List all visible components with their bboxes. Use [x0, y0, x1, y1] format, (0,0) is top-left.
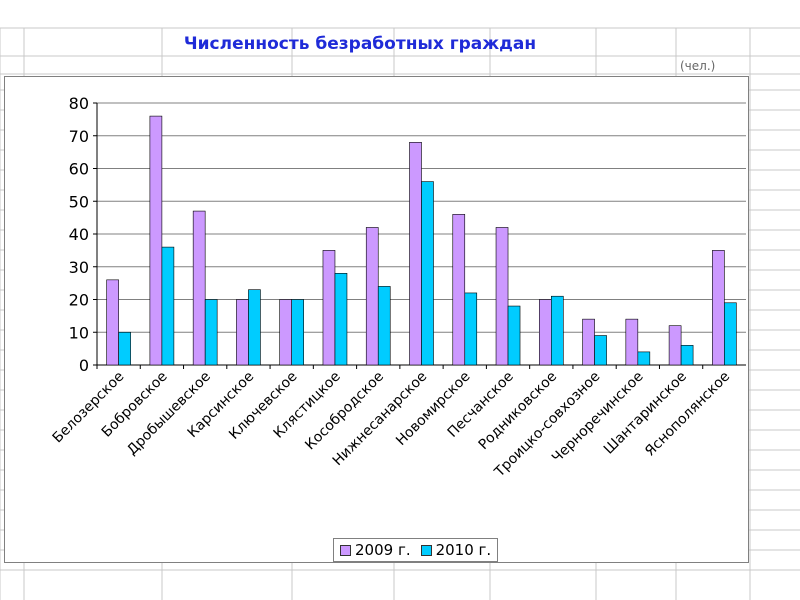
bar-2009	[409, 142, 422, 366]
bar-2010	[334, 273, 348, 366]
bar-2009	[538, 299, 552, 366]
bar-2009	[322, 250, 336, 366]
y-tick-label: 70	[69, 127, 89, 146]
bar-2010	[204, 299, 218, 366]
y-tick-label: 10	[69, 323, 89, 342]
y-tick-label: 50	[69, 192, 89, 211]
x-tick-label: Родниковское	[476, 369, 561, 454]
bar-2009	[236, 299, 249, 366]
bar-2010	[421, 181, 434, 366]
bar-2010	[118, 331, 131, 366]
bar-2010	[680, 345, 694, 366]
chart-area[interactable]: 0 10 20 30 40 50 60 70 80 Белозерское Бобровское Др…	[4, 76, 749, 563]
bar-2010	[637, 351, 651, 366]
bar-2010	[724, 302, 737, 366]
y-tick-label: 20	[69, 291, 89, 310]
unit-label: (чел.)	[680, 59, 716, 73]
y-tick-label: 40	[69, 225, 89, 244]
bar-2009	[625, 318, 639, 366]
legend-label-2010: 2010 г.	[435, 541, 492, 559]
bar-2009	[495, 227, 509, 366]
legend-label-2009: 2009 г.	[355, 541, 411, 559]
chart-plot: 01020304050607080БелозерскоеБобровскоеДр…	[50, 94, 746, 481]
bar-2009	[712, 250, 725, 366]
chart-legend: 2009 г. 2010 г.	[333, 538, 499, 562]
y-tick-label: 60	[69, 160, 89, 179]
legend-swatch-2009	[340, 544, 351, 556]
bar-2009	[106, 279, 119, 366]
y-tick-label: 30	[69, 258, 89, 277]
y-tick-label: 80	[69, 94, 89, 113]
bar-2009	[279, 299, 293, 366]
bar-2009	[582, 318, 595, 366]
bar-2010	[464, 292, 478, 366]
bar-2009	[365, 227, 379, 366]
legend-swatch-2010	[420, 544, 432, 556]
bar-2009	[192, 210, 206, 366]
y-tick-label: 0	[79, 356, 89, 375]
x-tick-label: Новомирское	[393, 369, 473, 449]
legend-item-2010: 2010 г.	[420, 541, 492, 559]
bar-2009	[452, 214, 466, 366]
bar-2009	[668, 325, 682, 366]
x-tick-label: Яснополянское	[642, 369, 733, 460]
bar-2010	[248, 289, 261, 366]
bar-2010	[507, 305, 521, 366]
bar-2010	[161, 246, 175, 366]
bar-2009	[149, 115, 163, 366]
legend-item-2009: 2009 г.	[340, 541, 411, 559]
bar-2010	[291, 299, 305, 366]
bar-2010	[550, 295, 564, 366]
chart-title: Численность безработных граждан	[183, 34, 537, 54]
x-tick-label: Кособродское	[302, 369, 387, 454]
bar-2010	[594, 335, 607, 366]
bar-2010	[377, 286, 391, 366]
